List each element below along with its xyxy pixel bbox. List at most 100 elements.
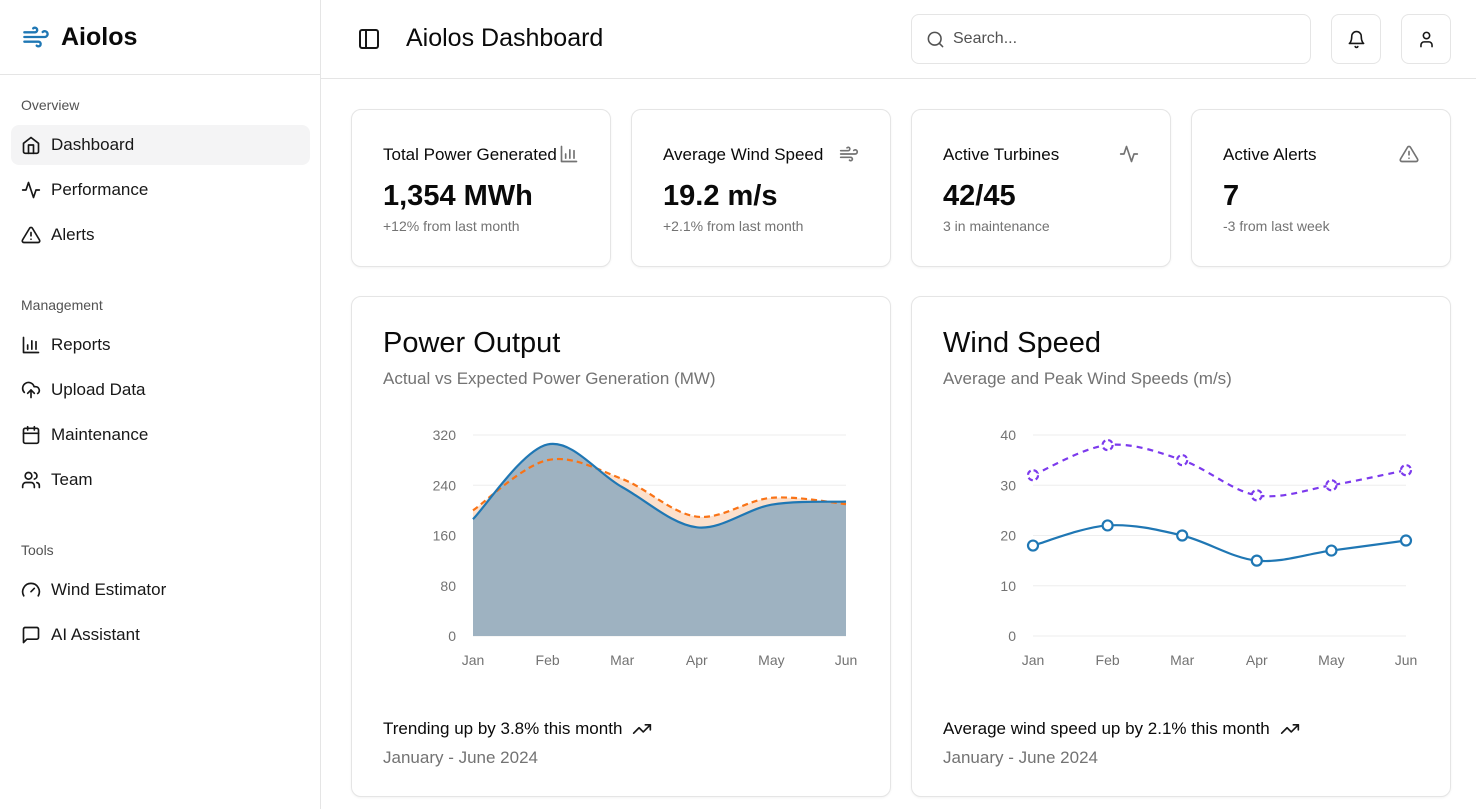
power-output-chart: 0 80 160 240 320 Jan Feb Mar Apr May Jun [433,427,858,668]
y-tick-label: 80 [440,578,456,594]
sidebar-item-wind-estimator[interactable]: Wind Estimator [11,570,310,610]
x-tick-label: Mar [610,652,634,668]
sidebar-item-upload-data[interactable]: Upload Data [11,370,310,410]
sidebar-item-reports[interactable]: Reports [11,325,310,365]
line-actual [472,442,847,529]
x-tick-label: Apr [1246,652,1268,668]
y-tick-label: 0 [1008,628,1016,644]
stat-title: Active Turbines [943,145,1060,164]
y-tick-label: 40 [1000,427,1016,443]
y-tick-label: 30 [1000,477,1016,493]
sidebar-toggle-icon[interactable] [357,27,381,51]
stat-subtext: +2.1% from last month [663,218,804,234]
stat-value: 7 [1223,180,1240,212]
x-tick-label: Apr [686,652,708,668]
trending-up-icon [633,724,652,734]
trending-up-icon [1280,724,1299,734]
x-tick-label: Jan [462,652,485,668]
sidebar-item-performance[interactable]: Performance [11,170,310,210]
x-tick-label: Feb [536,652,560,668]
sidebar-item-label: Reports [51,335,111,354]
cloud-upload-icon [21,381,41,399]
point-average[interactable] [1399,534,1413,547]
stat-card-total-power: Total Power Generated 1,354 MWh +12% fro… [351,109,611,267]
sidebar-item-label: Alerts [51,225,95,244]
line-peak [1032,443,1407,498]
point-peak[interactable] [1176,454,1189,467]
stat-subtext: +12% from last month [383,218,520,234]
point-peak[interactable] [1250,489,1263,502]
x-tick-label: Jun [1395,652,1418,668]
x-tick-label: Mar [1170,652,1194,668]
stat-card-average-wind-speed: Average Wind Speed 19.2 m/s +2.1% from l… [631,109,891,267]
brand-title: Aiolos [61,22,138,51]
alert-triangle-icon [21,226,41,244]
point-average[interactable] [1325,544,1338,557]
point-average[interactable] [1250,554,1263,567]
y-tick-label: 160 [433,528,457,544]
wind-speed-chart: 0 10 20 30 40 Jan Feb Mar Apr May Jun [1000,427,1418,668]
sidebar-item-alerts[interactable]: Alerts [11,215,310,255]
chart-subtitle: Actual vs Expected Power Generation (MW) [383,369,716,388]
stat-title: Total Power Generated [383,145,557,164]
x-tick-label: Jan [1022,652,1045,668]
sidebar-item-team[interactable]: Team [11,460,310,500]
page-title: Aiolos Dashboard [406,24,604,52]
activity-icon [1119,145,1139,163]
chart-date-range: January - June 2024 [383,748,538,767]
point-average[interactable] [1101,519,1114,532]
x-tick-label: Feb [1096,652,1120,668]
chart-title: Power Output [383,327,561,359]
stat-title: Active Alerts [1223,145,1317,164]
y-tick-label: 240 [433,477,457,493]
sidebar-item-label: AI Assistant [51,625,140,644]
point-peak[interactable] [1026,469,1040,482]
stat-value: 1,354 MWh [383,180,533,212]
stat-card-active-alerts: Active Alerts 7 -3 from last week [1191,109,1451,267]
section-label-overview: Overview [21,97,80,113]
x-tick-label: May [758,652,784,668]
sidebar-item-maintenance[interactable]: Maintenance [11,415,310,455]
sidebar-item-label: Team [51,470,93,489]
message-square-icon [22,626,40,644]
bar-chart-icon [22,336,40,354]
chart-footer: Trending up by 3.8% this month [383,719,652,739]
sidebar-item-dashboard[interactable]: Dashboard [11,125,310,165]
point-peak[interactable] [1325,479,1338,492]
point-average[interactable] [1176,529,1189,542]
stat-subtext: 3 in maintenance [943,218,1050,234]
sidebar-item-label: Dashboard [51,135,135,154]
line-expected [472,457,847,519]
user-menu-button[interactable] [1401,14,1451,64]
point-peak[interactable] [1399,464,1413,477]
user-icon [1419,31,1433,47]
chart-date-range: January - June 2024 [943,748,1098,767]
section-label-tools: Tools [21,542,54,558]
y-tick-label: 320 [433,427,457,443]
wind-icon [839,146,859,162]
chart-card-wind-speed: Wind Speed Average and Peak Wind Speeds … [911,296,1451,797]
home-icon [22,136,40,155]
line-average [1032,524,1407,563]
chart-card-power-output: Power Output Actual vs Expected Power Ge… [351,296,891,797]
section-label-management: Management [21,297,103,313]
brand: Aiolos [0,0,320,75]
bell-icon [1348,30,1364,48]
header: Aiolos Dashboard [321,0,1476,79]
sidebar-item-label: Performance [51,180,149,199]
x-tick-label: Jun [835,652,858,668]
users-icon [21,471,41,489]
calendar-icon [22,425,40,445]
point-peak[interactable] [1101,438,1114,452]
sidebar-item-ai-assistant[interactable]: AI Assistant [11,615,310,655]
search-box[interactable] [911,14,1311,64]
area-actual [473,443,846,636]
point-average[interactable] [1026,539,1040,552]
sidebar-item-label: Upload Data [51,380,146,399]
search-input[interactable] [953,30,1283,48]
stat-title: Average Wind Speed [663,145,824,164]
notifications-button[interactable] [1331,14,1381,64]
sidebar-item-label: Maintenance [51,425,149,444]
sidebar-item-label: Wind Estimator [51,580,167,599]
chart-footer-text: Average wind speed up by 2.1% this month [943,719,1270,738]
